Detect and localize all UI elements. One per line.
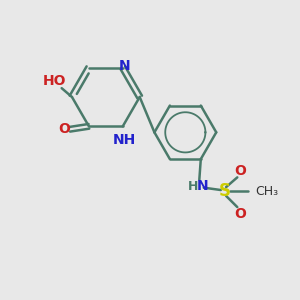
Text: O: O [235, 164, 247, 178]
Text: N: N [196, 179, 208, 194]
Text: O: O [58, 122, 70, 136]
Text: H: H [188, 180, 198, 193]
Text: CH₃: CH₃ [255, 185, 278, 198]
Text: NH: NH [112, 133, 136, 147]
Text: O: O [235, 207, 247, 220]
Text: HO: HO [43, 74, 66, 88]
Text: N: N [119, 58, 130, 73]
Text: S: S [218, 182, 230, 200]
